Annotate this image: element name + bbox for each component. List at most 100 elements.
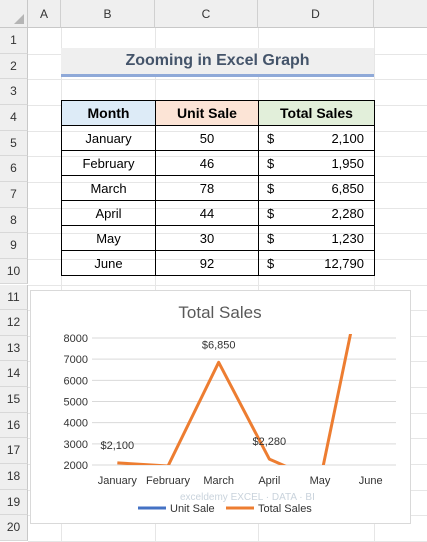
- total-amount: 1,230: [331, 231, 364, 246]
- row-header-4[interactable]: 4: [0, 104, 28, 131]
- x-tick-label: January: [98, 475, 138, 487]
- grid-column-line: [155, 28, 156, 541]
- cell-unit-sale[interactable]: 78: [155, 175, 259, 201]
- chart-gridlines: [92, 337, 396, 466]
- y-tick-label: 3000: [64, 439, 88, 451]
- column-header-c[interactable]: C: [155, 0, 258, 28]
- data-label[interactable]: $2,280: [253, 436, 287, 448]
- chart-area[interactable]: [30, 290, 411, 524]
- table-row: June 92 $12,790: [61, 250, 375, 276]
- cell-total-sales[interactable]: $12,790: [258, 250, 375, 276]
- currency-symbol: $: [267, 156, 275, 171]
- row-header-19[interactable]: 19: [0, 489, 28, 516]
- column-header-a[interactable]: A: [28, 0, 61, 28]
- cell-unit-sale[interactable]: 46: [155, 150, 259, 176]
- cell-total-sales[interactable]: $1,230: [258, 225, 375, 251]
- cell-total-sales[interactable]: $2,280: [258, 200, 375, 226]
- series-line-total-sales[interactable]: [117, 290, 370, 481]
- currency-symbol: $: [267, 181, 275, 196]
- cell-month[interactable]: May: [61, 225, 156, 251]
- watermark-logo: exceldemy EXCEL · DATA · BI: [180, 492, 315, 503]
- table-row: February 46 $1,950: [61, 150, 375, 176]
- row-header-13[interactable]: 13: [0, 335, 28, 362]
- total-amount: 2,100: [331, 131, 364, 146]
- y-tick-label: 4000: [64, 418, 88, 430]
- x-tick-label: February: [146, 475, 191, 487]
- x-axis-ticks: January February March April May June: [98, 475, 383, 487]
- y-axis-ticks: 2000 3000 4000 5000 6000 7000 8000: [64, 333, 88, 472]
- sheet-title: Zooming in Excel Graph: [61, 48, 374, 77]
- x-tick-label: May: [310, 475, 331, 487]
- legend-label[interactable]: Total Sales: [258, 503, 312, 515]
- x-tick-label: March: [203, 475, 234, 487]
- currency-symbol: $: [267, 256, 275, 271]
- row-header-18[interactable]: 18: [0, 464, 28, 490]
- data-label[interactable]: $2,100: [101, 440, 135, 452]
- y-tick-label: 2000: [64, 460, 88, 472]
- total-amount: 1,950: [331, 156, 364, 171]
- row-header-11[interactable]: 11: [0, 284, 28, 311]
- row-header-2[interactable]: 2: [0, 53, 28, 80]
- column-header-d[interactable]: D: [258, 0, 374, 28]
- cell-unit-sale[interactable]: 30: [155, 225, 259, 251]
- x-tick-label: April: [258, 475, 280, 487]
- cell-month[interactable]: January: [61, 125, 156, 151]
- table-row: May 30 $1,230: [61, 225, 375, 251]
- row-header-7[interactable]: 7: [0, 181, 28, 208]
- row-header-16[interactable]: 16: [0, 412, 28, 439]
- total-sales-chart[interactable]: Total Sales 2000 3000 4000 5000 6000 7000 8000…: [30, 290, 411, 524]
- x-tick-label: June: [359, 475, 383, 487]
- row-header-9[interactable]: 9: [0, 233, 28, 259]
- row-header-5[interactable]: 5: [0, 130, 28, 157]
- row-header-20[interactable]: 20: [0, 515, 28, 541]
- select-all-corner[interactable]: [0, 0, 28, 28]
- row-header-8[interactable]: 8: [0, 207, 28, 234]
- cell-unit-sale[interactable]: 50: [155, 125, 259, 151]
- row-header-14[interactable]: 14: [0, 361, 28, 388]
- row-header-15[interactable]: 15: [0, 387, 28, 413]
- row-header-12[interactable]: 12: [0, 310, 28, 336]
- legend-label[interactable]: Unit Sale: [170, 503, 215, 515]
- cell-month[interactable]: April: [61, 200, 156, 226]
- row-header-1[interactable]: 1: [0, 28, 28, 54]
- currency-symbol: $: [267, 231, 275, 246]
- grid-row-line: [28, 284, 427, 286]
- cell-total-sales[interactable]: $6,850: [258, 175, 375, 201]
- total-amount: 2,280: [331, 206, 364, 221]
- data-label[interactable]: $6,850: [202, 339, 236, 351]
- table-row: January 50 $2,100: [61, 125, 375, 151]
- cell-unit-sale[interactable]: 44: [155, 200, 259, 226]
- cell-month[interactable]: February: [61, 150, 156, 176]
- row-header-10[interactable]: 10: [0, 258, 28, 285]
- currency-symbol: $: [267, 206, 275, 221]
- cell-total-sales[interactable]: $1,950: [258, 150, 375, 176]
- cell-unit-sale[interactable]: 92: [155, 250, 259, 276]
- header-month[interactable]: Month: [61, 100, 156, 126]
- header-total-sales[interactable]: Total Sales: [258, 100, 375, 126]
- y-tick-label: 7000: [64, 354, 88, 366]
- row-header-17[interactable]: 17: [0, 438, 28, 465]
- chart-legend[interactable]: Unit Sale Total Sales: [138, 503, 312, 515]
- column-header-b[interactable]: B: [61, 0, 155, 28]
- cell-month[interactable]: March: [61, 175, 156, 201]
- grid-column-line: [61, 28, 62, 541]
- y-tick-label: 6000: [64, 375, 88, 387]
- grid-column-line: [374, 28, 375, 541]
- column-header-e[interactable]: [374, 0, 427, 28]
- cell-total-sales[interactable]: $2,100: [258, 125, 375, 151]
- series-lines[interactable]: [117, 290, 370, 507]
- chart-title[interactable]: Total Sales: [178, 303, 261, 322]
- table-row: March 78 $6,850: [61, 175, 375, 201]
- total-amount: 12,790: [324, 256, 364, 271]
- y-tick-label: 8000: [64, 333, 88, 345]
- row-header-3[interactable]: 3: [0, 79, 28, 105]
- header-unit-sale[interactable]: Unit Sale: [155, 100, 259, 126]
- currency-symbol: $: [267, 131, 275, 146]
- data-labels[interactable]: $2,100 $6,850 $2,280: [101, 339, 287, 452]
- grid-row-line: [28, 79, 427, 81]
- grid-column-line: [258, 28, 259, 541]
- sales-table: Month Unit Sale Total Sales January 50 $2,…: [61, 100, 375, 276]
- row-header-6[interactable]: 6: [0, 156, 28, 182]
- y-tick-label: 5000: [64, 397, 88, 409]
- cell-month[interactable]: June: [61, 250, 156, 276]
